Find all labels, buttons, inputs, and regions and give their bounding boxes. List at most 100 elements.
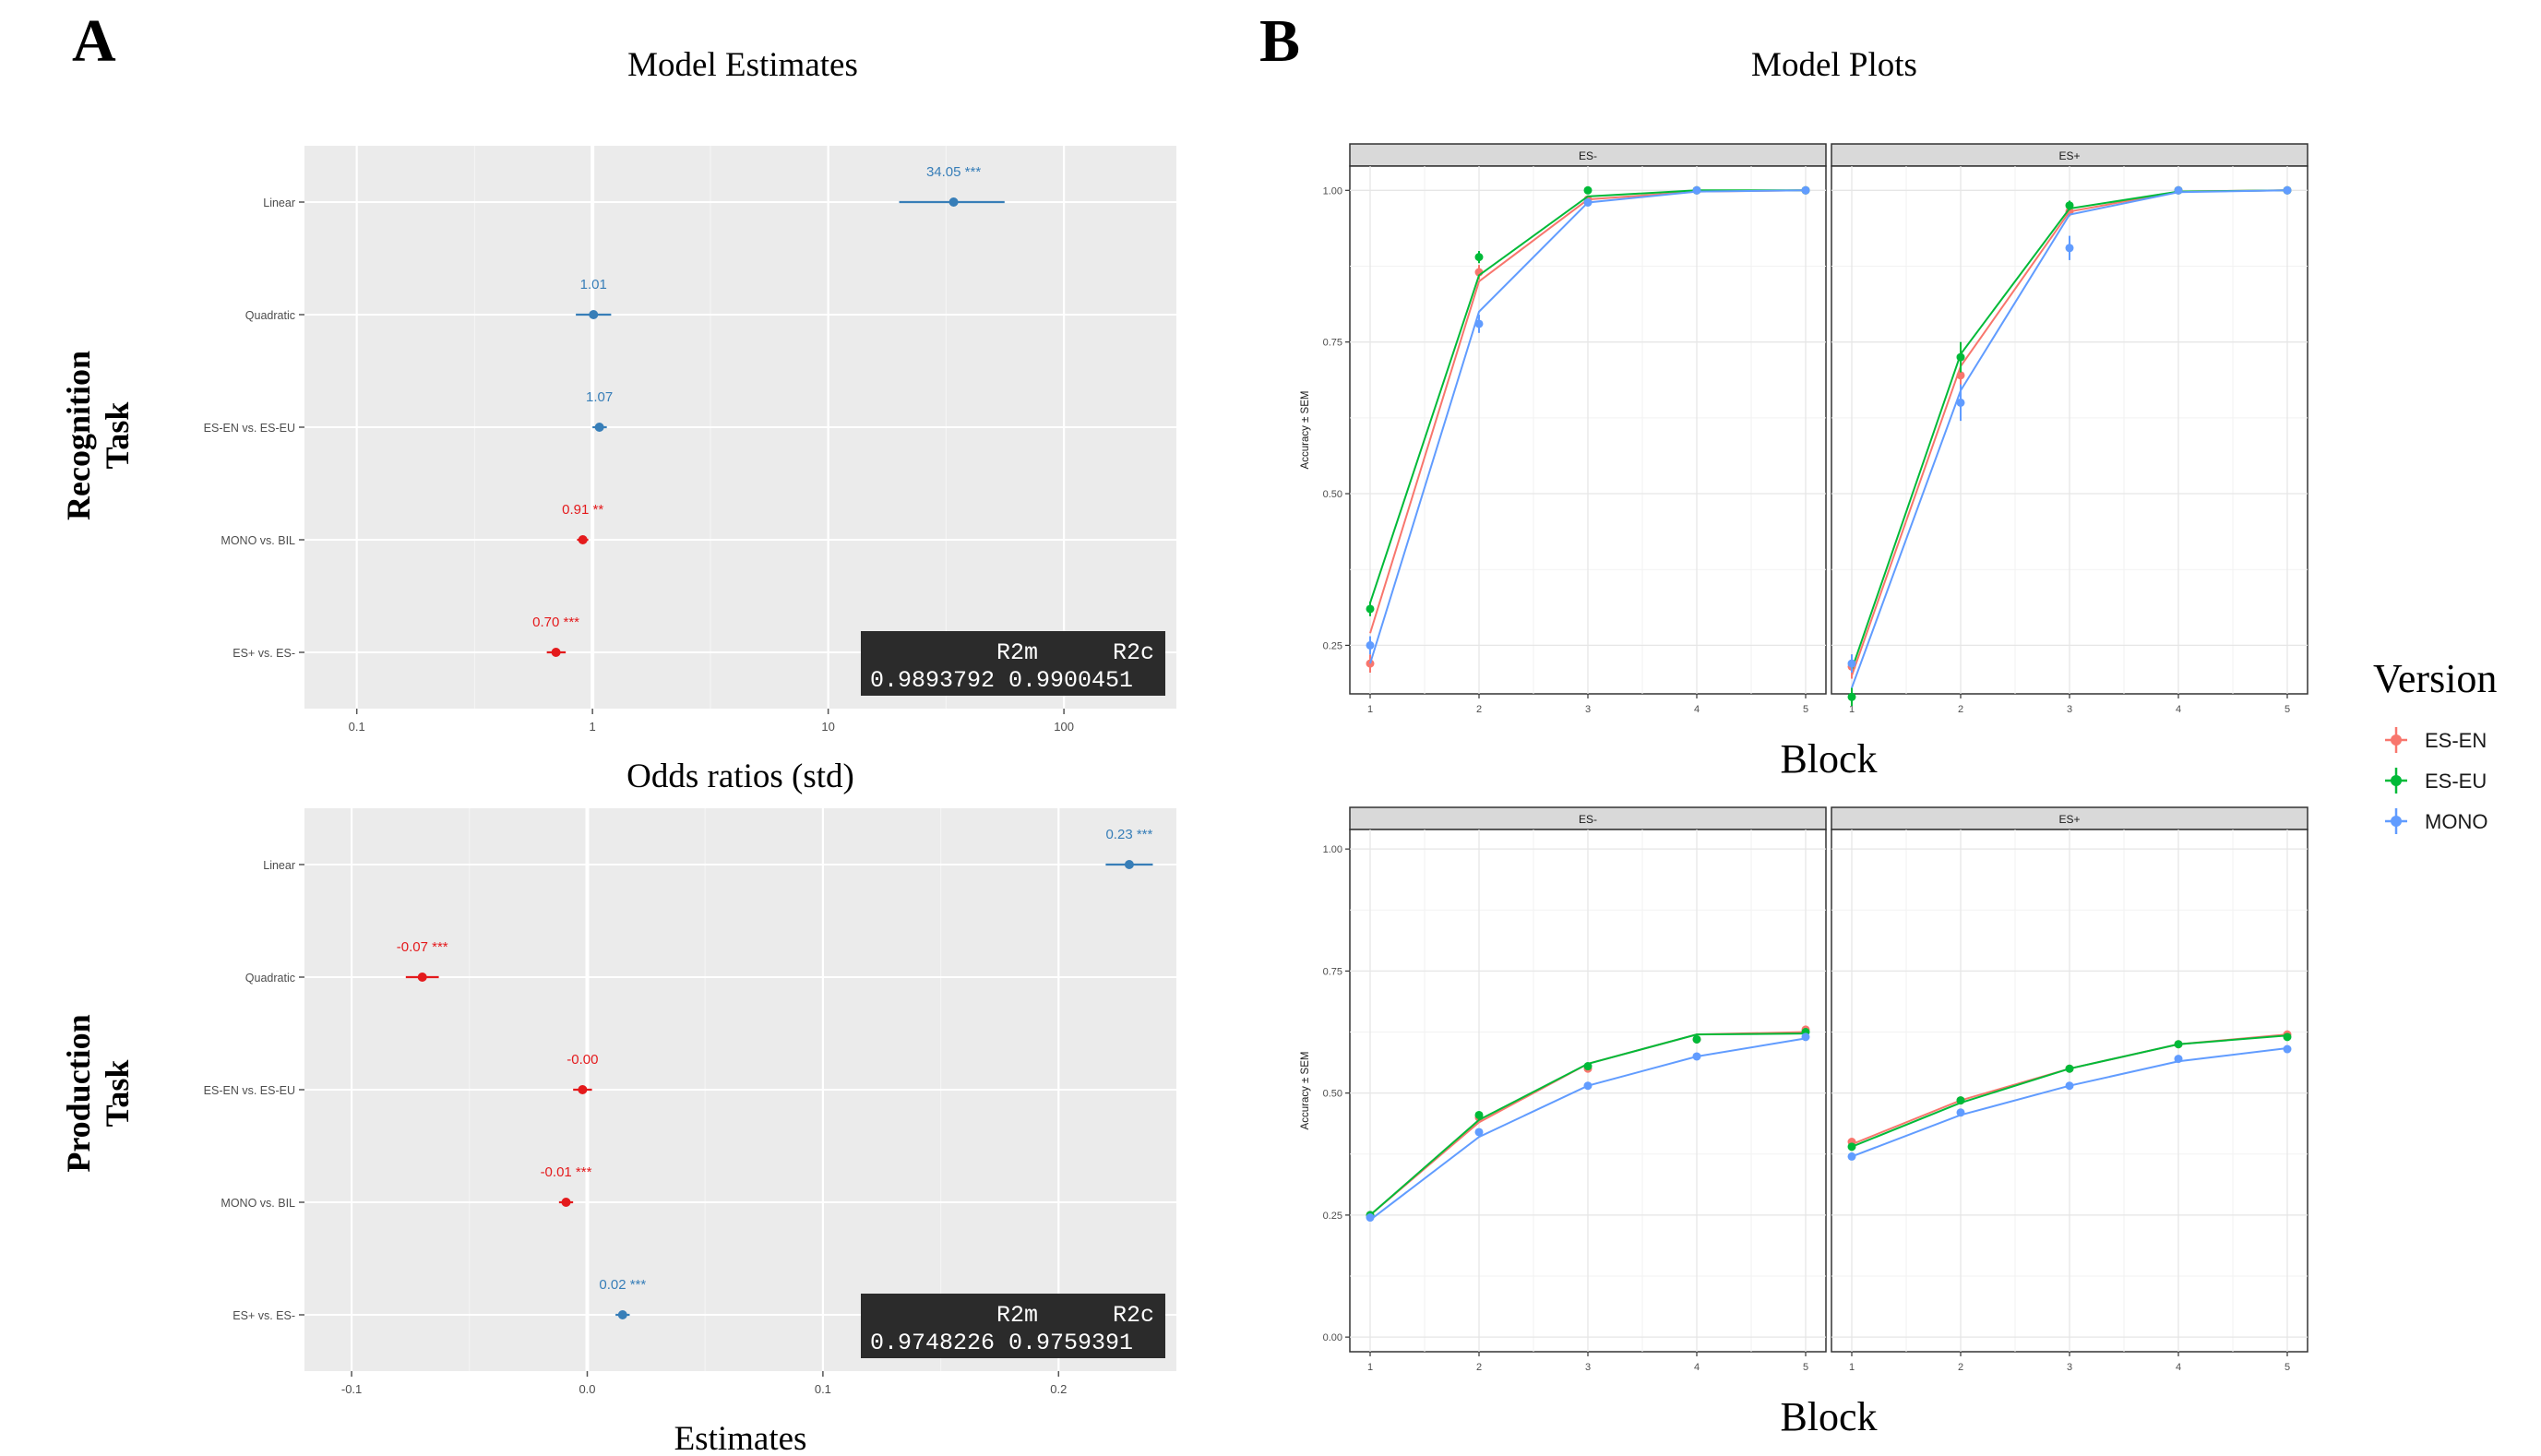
x-tick-label: 1 <box>1849 1362 1855 1373</box>
estimate-point <box>1124 860 1134 869</box>
data-point-es-eu <box>1847 692 1856 701</box>
estimate-label: 0.23 *** <box>1105 827 1152 842</box>
panel-a-letter: A <box>72 7 116 75</box>
data-point-mono <box>1366 640 1375 650</box>
row-label-recognition-line1: Recognition <box>60 351 97 520</box>
x-tick-label: 1 <box>590 720 596 734</box>
data-point-mono <box>2283 185 2292 195</box>
legend-item-mono: MONO <box>2425 810 2487 833</box>
x-tick-label: 4 <box>1694 704 1700 715</box>
estimate-point <box>948 197 959 207</box>
legend-title: Version <box>2373 656 2497 701</box>
term-label: Quadratic <box>245 972 295 985</box>
data-point-mono <box>1956 398 1965 407</box>
data-point-es-eu <box>1956 352 1965 362</box>
x-tick-label: 2 <box>1476 1362 1482 1373</box>
estimate-point <box>594 423 604 432</box>
estimate-point <box>617 1310 627 1319</box>
data-point-es-eu <box>1956 1096 1965 1105</box>
estimate-point <box>578 535 588 544</box>
data-point-mono <box>1847 659 1856 668</box>
r2c-header: R2c <box>1113 639 1154 666</box>
data-point-mono <box>1692 1052 1701 1061</box>
y-tick-label: 0.25 <box>1323 640 1342 651</box>
term-label: MONO vs. BIL <box>221 534 295 547</box>
data-point-es-eu <box>2174 1040 2183 1049</box>
legend-key-point <box>2391 775 2402 786</box>
x-tick-label: 0.0 <box>579 1382 595 1396</box>
x-tick-label: 3 <box>1585 704 1591 715</box>
term-label: ES-EN vs. ES-EU <box>204 422 295 435</box>
estimate-label: -0.00 <box>567 1052 598 1068</box>
x-axis-title: Block <box>1780 736 1877 782</box>
x-tick-label: 1 <box>1849 704 1855 715</box>
facet-strip <box>1349 806 1827 830</box>
x-tick-label: 0.2 <box>1050 1382 1067 1396</box>
x-tick-label: 5 <box>2285 1362 2290 1373</box>
term-label: Linear <box>263 859 295 872</box>
r2-box <box>861 1294 1165 1358</box>
data-point-mono <box>1956 1108 1965 1117</box>
x-tick-label: 3 <box>2067 704 2072 715</box>
x-axis-title: Block <box>1780 1394 1877 1439</box>
estimate-point <box>551 648 561 657</box>
r2m-header: R2m <box>996 639 1038 666</box>
facet-strip-label: ES+ <box>2058 813 2080 826</box>
x-tick-label: 2 <box>1476 704 1482 715</box>
y-tick-label: 0.00 <box>1323 1332 1342 1343</box>
data-point-es-eu <box>1583 1062 1593 1071</box>
y-tick-label: 0.75 <box>1323 338 1342 349</box>
data-point-es-eu <box>1692 1034 1701 1044</box>
facet-strip <box>1831 143 2308 167</box>
term-label: ES+ vs. ES- <box>233 647 295 660</box>
data-point-mono <box>1583 197 1593 207</box>
estimate-point <box>417 973 427 982</box>
y-tick-label: 0.25 <box>1323 1211 1342 1222</box>
production-model-plot: ES- 1 2 3 4 5 0.00 0.25 0.50 0.75 1.00 ES+ 1 2 3 4 5 Accu… <box>1300 806 2308 1439</box>
estimate-label: -0.01 *** <box>541 1164 592 1180</box>
row-label-production: Production Task <box>60 1014 136 1172</box>
x-tick-label: 5 <box>1803 704 1808 715</box>
data-point-es-eu <box>2283 1032 2292 1042</box>
estimate-point <box>589 310 599 319</box>
data-point-mono <box>1474 1128 1484 1137</box>
panel-b-letter: B <box>1259 7 1300 75</box>
x-tick-label: 0.1 <box>815 1382 831 1396</box>
x-tick-label: 2 <box>1958 704 1963 715</box>
term-label: Quadratic <box>245 309 295 322</box>
x-tick-label: 10 <box>821 720 834 734</box>
x-tick-label: 100 <box>1054 720 1074 734</box>
data-point-mono <box>1366 1213 1375 1223</box>
data-point-es-eu <box>1583 185 1593 195</box>
data-point-mono <box>1583 1081 1593 1091</box>
estimate-label: 0.02 *** <box>599 1277 646 1293</box>
y-axis-title: Accuracy ± SEM <box>1300 391 1311 470</box>
legend-item-es-en: ES-EN <box>2425 729 2487 752</box>
x-axis-title: Odds ratios (std) <box>626 758 854 795</box>
x-tick-label: 0.1 <box>349 720 365 734</box>
estimate-label: 1.07 <box>586 389 613 405</box>
estimate-label: 34.05 *** <box>926 164 981 180</box>
y-tick-label: 0.75 <box>1323 966 1342 977</box>
r2-box <box>861 631 1165 696</box>
data-point-mono <box>2174 185 2183 195</box>
panel-a-title: Model Estimates <box>627 46 858 84</box>
recognition-model-plot: ES- 1 2 3 4 5 0.25 0.50 0.75 1.00 ES+ 1 2 3 4 5 Accuracy… <box>1300 143 2308 782</box>
row-label-recognition-line2: Task <box>99 402 136 470</box>
r2-values: 0.9893792 0.9900451 <box>870 667 1133 694</box>
data-point-mono <box>2065 244 2074 253</box>
data-point-es-eu <box>2065 1064 2074 1073</box>
data-point-mono <box>1847 1152 1856 1161</box>
estimate-label: 0.70 *** <box>532 615 579 630</box>
x-axis-title: Estimates <box>674 1420 807 1451</box>
y-axis-title: Accuracy ± SEM <box>1300 1052 1311 1130</box>
data-point-es-eu <box>1474 253 1484 262</box>
x-tick-label: 5 <box>1803 1362 1808 1373</box>
facet-strip-label: ES+ <box>2058 149 2080 162</box>
x-tick-label: 4 <box>2176 1362 2181 1373</box>
data-point-es-en <box>1956 371 1965 380</box>
x-tick-label: 5 <box>2285 704 2290 715</box>
x-tick-label: 2 <box>1958 1362 1963 1373</box>
x-tick-label: 3 <box>1585 1362 1591 1373</box>
